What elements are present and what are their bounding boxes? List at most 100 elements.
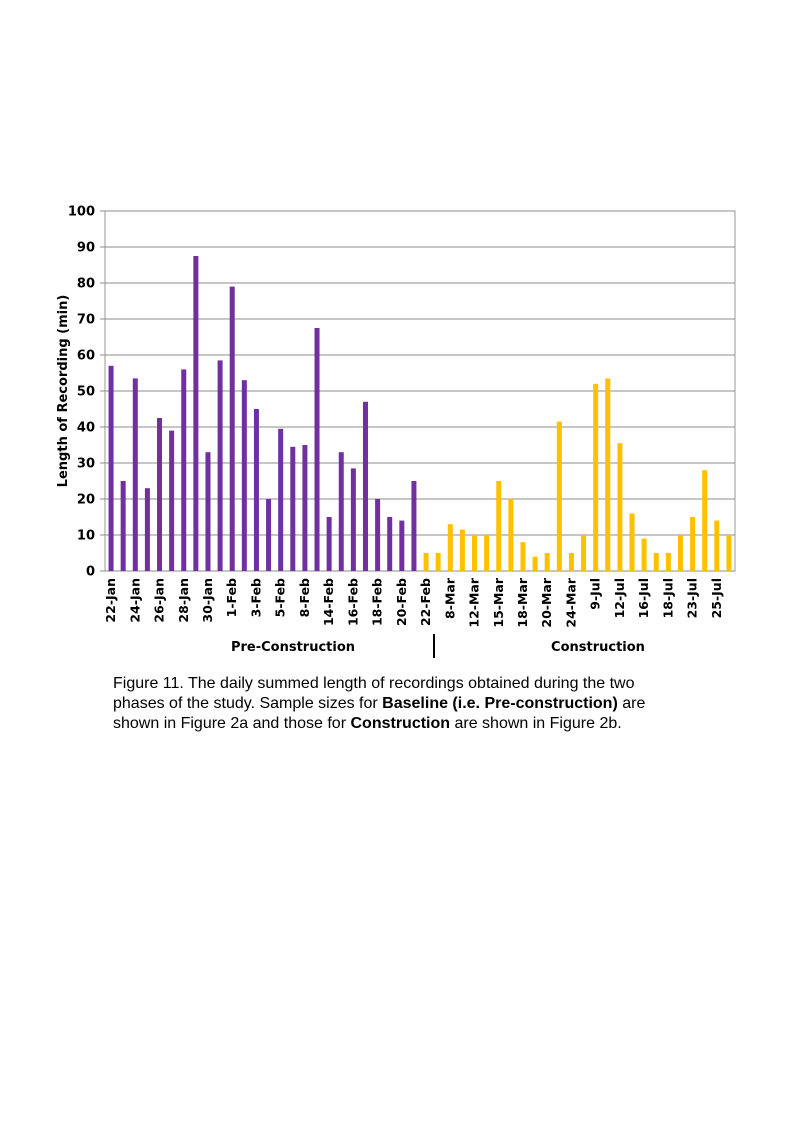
y-tick-label: 10: [77, 529, 95, 544]
x-tick-label: 8-Mar: [442, 577, 457, 619]
bar-pre-construction: [326, 517, 332, 571]
bar-pre-construction: [253, 409, 259, 571]
y-tick-label: 50: [77, 385, 95, 400]
x-tick-label: 28-Jan: [176, 578, 191, 623]
bar-pre-construction: [362, 401, 368, 571]
x-tick-label: 12-Mar: [467, 577, 482, 627]
bar-construction: [435, 553, 441, 571]
y-tick-label: 30: [77, 457, 95, 472]
bar-pre-construction: [217, 360, 223, 571]
x-tick-label: 14-Feb: [321, 578, 336, 626]
bar-pre-construction: [132, 378, 138, 571]
x-tick-label: 20-Feb: [394, 578, 409, 626]
bar-construction: [641, 538, 647, 571]
bar-construction: [677, 535, 683, 571]
figure-caption: Figure 11. The daily summed length of re…: [113, 674, 673, 734]
x-tick-label: 16-Feb: [345, 578, 360, 626]
bar-construction: [629, 513, 635, 571]
x-tick-label: 18-Feb: [370, 578, 385, 626]
bar-construction: [581, 535, 587, 571]
bar-pre-construction: [290, 446, 296, 571]
bar-construction: [556, 421, 562, 571]
chart-area: 0 10 20 30 40 50 60 70 80 90 100 22-Jan 24-Jan 26-Ja…: [56, 205, 736, 658]
x-tick-label: 23-Jul: [685, 578, 700, 618]
bar-pre-construction: [278, 428, 284, 571]
bar-pre-construction: [375, 499, 381, 571]
bar-chart: 0 10 20 30 40 50 60 70 80 90 100 22-Jan 24-Jan 26-Ja…: [56, 205, 736, 658]
bar-pre-construction: [266, 499, 272, 571]
bar-pre-construction: [193, 256, 199, 571]
bar-construction: [520, 542, 526, 571]
bar-construction: [605, 378, 611, 571]
x-tick-label: 25-Jul: [709, 578, 724, 618]
bars: [108, 256, 732, 571]
bar-pre-construction: [169, 430, 175, 571]
x-tick-label: 12-Jul: [612, 578, 627, 618]
bar-pre-construction: [144, 488, 150, 571]
y-axis-ticks: 0 10 20 30 40 50 60 70 80 90 100: [68, 205, 95, 580]
bar-construction: [544, 553, 550, 571]
x-tick-label: 15-Mar: [491, 577, 506, 627]
y-tick-label: 70: [77, 313, 95, 328]
y-tick-label: 20: [77, 493, 95, 508]
bar-construction: [423, 553, 429, 571]
bar-pre-construction: [302, 445, 308, 571]
x-tick-label: 1-Feb: [224, 578, 239, 617]
x-tick-label: 9-Jul: [588, 578, 603, 610]
bar-pre-construction: [157, 418, 163, 571]
y-axis-title: Length of Recording (min): [56, 295, 71, 488]
x-axis-ticks: 22-Jan 24-Jan 26-Jan 28-Jan 30-Jan 1-Feb 3-Feb…: [103, 577, 724, 627]
x-tick-label: 16-Jul: [636, 578, 651, 618]
y-tick-label: 0: [86, 565, 95, 580]
phase-label-pre-construction: Pre-Construction: [231, 640, 355, 655]
y-tick-label: 40: [77, 421, 95, 436]
caption-text-1: Figure 11. The daily summed length of re…: [113, 675, 635, 712]
x-tick-label: 18-Jul: [660, 578, 675, 618]
x-tick-label: 22-Feb: [418, 578, 433, 626]
x-tick-label: 20-Mar: [539, 577, 554, 627]
x-tick-label: 24-Mar: [563, 577, 578, 627]
bar-construction: [653, 553, 659, 571]
y-tick-label: 80: [77, 277, 95, 292]
bar-pre-construction: [411, 481, 417, 571]
bar-construction: [702, 470, 708, 571]
x-tick-label: 3-Feb: [248, 578, 263, 617]
bar-construction: [617, 443, 623, 571]
bar-pre-construction: [350, 468, 356, 571]
bar-construction: [593, 383, 599, 571]
y-tick-label: 60: [77, 349, 95, 364]
x-tick-label: 8-Feb: [297, 578, 312, 617]
bar-construction: [508, 499, 514, 571]
bar-pre-construction: [229, 286, 235, 571]
x-tick-label: 26-Jan: [152, 578, 167, 623]
caption-text-3: are shown in Figure 2b.: [450, 715, 622, 732]
bar-construction: [726, 535, 732, 571]
phase-label-construction: Construction: [551, 640, 645, 655]
bar-pre-construction: [205, 452, 211, 571]
x-tick-label: 5-Feb: [273, 578, 288, 617]
x-tick-label: 30-Jan: [200, 578, 215, 623]
caption-bold-construction: Construction: [350, 715, 451, 732]
bar-construction: [447, 524, 453, 571]
y-tick-label: 100: [68, 205, 95, 220]
bar-construction: [459, 529, 465, 571]
bar-pre-construction: [241, 380, 247, 571]
bar-pre-construction: [108, 365, 114, 571]
x-tick-label: 22-Jan: [103, 578, 118, 623]
y-tick-label: 90: [77, 241, 95, 256]
x-tick-label: 18-Mar: [515, 577, 530, 627]
bar-construction: [532, 556, 538, 571]
bar-construction: [568, 553, 574, 571]
bar-pre-construction: [181, 369, 187, 571]
bar-construction: [690, 517, 696, 571]
bar-pre-construction: [399, 520, 405, 571]
caption-text-2: are shown in Figure 2a and those for: [113, 695, 646, 732]
bar-pre-construction: [338, 452, 344, 571]
bar-construction: [665, 553, 671, 571]
bar-construction: [472, 535, 478, 571]
bar-pre-construction: [120, 481, 126, 571]
bar-pre-construction: [314, 328, 320, 571]
bar-construction: [496, 481, 502, 571]
x-tick-label: 24-Jan: [127, 578, 142, 623]
bar-construction: [714, 520, 720, 571]
